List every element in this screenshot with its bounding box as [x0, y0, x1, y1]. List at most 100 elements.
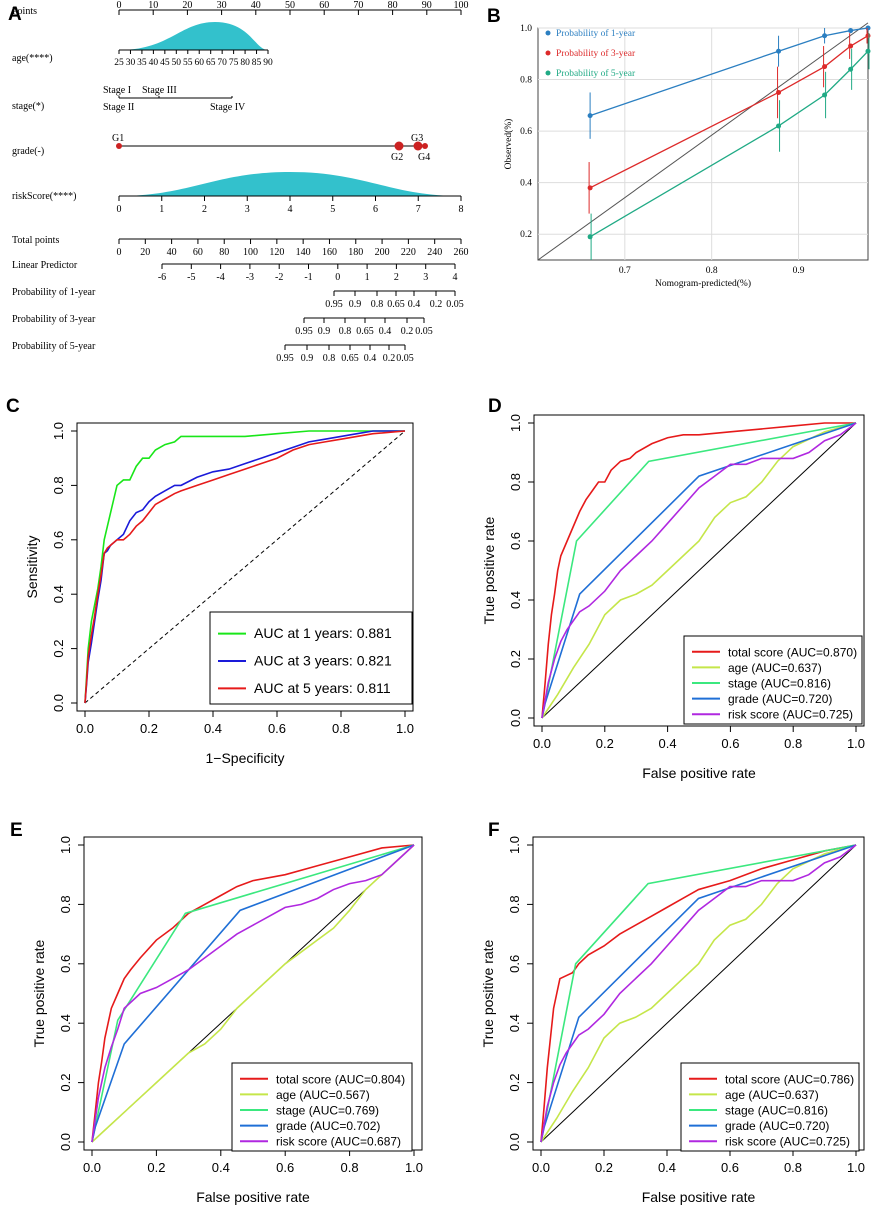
- age-tick-label: 45: [160, 58, 170, 68]
- prob-3-year-tick-label: 0.05: [415, 326, 433, 337]
- y-tick-label: 1.0: [58, 836, 73, 854]
- prob-3-year-tick-label: 0.2: [401, 326, 414, 337]
- legend-box: [231, 1062, 413, 1152]
- y-tick-label: 0.6: [58, 955, 73, 973]
- prob-3-year-tick-label: 0.8: [339, 326, 352, 337]
- x-tick-label: 0.6: [721, 736, 739, 751]
- panel-letter-a: A: [8, 4, 22, 25]
- panel-letter: F: [488, 820, 500, 841]
- nomogram-row-label: riskScore(****): [12, 191, 76, 202]
- x-axis-title: False positive rate: [642, 765, 756, 781]
- linear-predictor-tick-label: -5: [187, 272, 195, 283]
- legend-label: grade (AUC=0.702): [276, 1119, 380, 1133]
- y-tick-label: 0.6: [51, 531, 66, 549]
- panel-letter: B: [487, 6, 501, 27]
- points-tick-label: 60: [319, 0, 329, 11]
- x-tick-label: 0.2: [596, 736, 614, 751]
- total-points-tick-label: 240: [427, 247, 442, 258]
- total-points-tick-label: 0: [117, 247, 122, 258]
- nomogram-row-label: Probability of 1-year: [12, 287, 96, 298]
- points-tick-label: 50: [285, 0, 295, 11]
- legend-label: Probability of 1-year: [556, 28, 636, 39]
- panel-d-roc-compare: D 0.0 0.2 0.4 0.6 0.8 1.0 0.0 0.2 0.4 0.6 0.8 1.0 Fal…: [481, 396, 865, 781]
- roc-curve: [540, 844, 857, 1143]
- x-tick-label: 0.4: [659, 736, 677, 751]
- y-tick-label: 0.8: [58, 895, 73, 913]
- roc-curve: [84, 430, 405, 704]
- points-tick-label: 10: [148, 0, 158, 11]
- stage-label: Stage II: [103, 102, 134, 113]
- panel-letter: D: [488, 396, 502, 417]
- x-tick-label: 0.9: [793, 266, 805, 276]
- x-tick-label: 0.6: [276, 1160, 294, 1175]
- total-points-tick-label: 220: [401, 247, 416, 258]
- plot-frame: [537, 27, 869, 261]
- prob-1-year-tick-label: 0.95: [325, 299, 343, 310]
- x-tick-label: 0.8: [332, 721, 350, 736]
- total-points-tick-label: 20: [140, 247, 150, 258]
- legend-box: [680, 1062, 860, 1152]
- grade-point: [116, 143, 122, 149]
- prob-1-year-tick-label: 0.9: [349, 299, 362, 310]
- x-axis-title: 1−Specificity: [206, 750, 285, 766]
- x-tick-label: 0.8: [706, 266, 718, 276]
- risk-tick-label: 6: [373, 204, 378, 215]
- y-tick-label: 0.2: [507, 1074, 522, 1092]
- nomogram-row-label: grade(-): [12, 146, 44, 157]
- grade-label: G2: [391, 152, 403, 163]
- calibration-point: [822, 92, 828, 98]
- y-tick-label: 0.8: [508, 473, 523, 491]
- roc-curve: [541, 422, 857, 719]
- y-axis-title: True positive rate: [31, 939, 47, 1047]
- legend-label: age (AUC=0.567): [276, 1088, 370, 1102]
- prob-5-year-tick-label: 0.95: [276, 353, 294, 364]
- legend-label: AUC at 5 years: 0.811: [254, 680, 391, 696]
- prob-3-year-tick-label: 0.65: [356, 326, 374, 337]
- y-tick-label: 0.4: [51, 585, 66, 603]
- x-tick-label: 0.4: [658, 1160, 676, 1175]
- calibration-point: [776, 89, 782, 95]
- grade-point: [422, 143, 428, 149]
- calibration-point: [587, 185, 593, 191]
- roc-curve: [91, 844, 415, 1143]
- x-tick-label: 0.0: [83, 1160, 101, 1175]
- roc-curve: [91, 844, 415, 1143]
- points-tick-label: 30: [217, 0, 227, 11]
- total-points-tick-label: 260: [454, 247, 469, 258]
- linear-predictor-tick-label: -1: [304, 272, 312, 283]
- y-tick-label: 0.0: [507, 1133, 522, 1151]
- prob-1-year-tick-label: 0.4: [408, 299, 421, 310]
- panel-f-roc-compare: F 0.0 0.2 0.4 0.6 0.8 1.0 0.0 0.2 0.4 0.6 0.8 1.0 Fal…: [480, 820, 865, 1205]
- age-tick-label: 85: [252, 58, 262, 68]
- y-tick-label: 0.6: [508, 532, 523, 550]
- x-tick-label: 1.0: [405, 1160, 423, 1175]
- risk-tick-label: 5: [330, 204, 335, 215]
- risk-tick-label: 0: [117, 204, 122, 215]
- total-points-tick-label: 80: [219, 247, 229, 258]
- reference-diagonal: [541, 422, 857, 719]
- total-points-tick-label: 120: [269, 247, 284, 258]
- prob-3-year-tick-label: 0.95: [295, 326, 313, 337]
- total-points-tick-label: 100: [243, 247, 258, 258]
- total-points-tick-label: 140: [296, 247, 311, 258]
- y-tick-label: 0.4: [58, 1014, 73, 1032]
- legend-label: stage (AUC=0.816): [728, 677, 831, 691]
- panel-letter: E: [10, 820, 23, 841]
- risk-tick-label: 8: [459, 204, 464, 215]
- points-tick-label: 80: [388, 0, 398, 11]
- y-axis-title: Sensitivity: [24, 535, 40, 598]
- x-tick-label: 0.6: [721, 1160, 739, 1175]
- linear-predictor-tick-label: 2: [394, 272, 399, 283]
- nomogram-row-label: Probability of 3-year: [12, 314, 96, 325]
- y-tick-label: 1.0: [51, 422, 66, 440]
- roc-curve: [540, 844, 857, 1143]
- grade-label: G3: [411, 133, 423, 144]
- grade-label: G4: [418, 152, 430, 163]
- age-tick-label: 25: [114, 58, 124, 68]
- risk-density: [119, 172, 461, 196]
- prob-5-year-tick-label: 0.4: [364, 353, 377, 364]
- calibration-point: [865, 33, 871, 39]
- legend-label: total score (AUC=0.870): [728, 645, 857, 659]
- points-tick-label: 90: [422, 0, 432, 11]
